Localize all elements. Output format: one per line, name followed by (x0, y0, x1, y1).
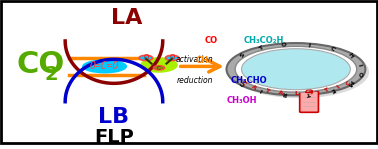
Text: O=C=O: O=C=O (90, 61, 119, 71)
Circle shape (242, 49, 350, 90)
Text: T: T (258, 46, 264, 52)
Text: CH₃CO₂H: CH₃CO₂H (244, 37, 284, 45)
Text: CH₃OH: CH₃OH (226, 96, 257, 105)
Text: O: O (169, 54, 175, 60)
Circle shape (139, 55, 153, 60)
Text: A: A (277, 90, 284, 96)
Text: T: T (263, 88, 269, 94)
Text: C: C (240, 80, 246, 86)
Circle shape (226, 43, 366, 95)
Text: T: T (307, 90, 312, 96)
Text: Y: Y (308, 90, 314, 96)
Text: L: L (294, 91, 298, 96)
Text: CH₃CHO: CH₃CHO (231, 76, 267, 85)
Circle shape (165, 55, 179, 60)
Text: activation: activation (176, 55, 214, 64)
Text: E: E (329, 86, 335, 93)
Text: T: T (323, 88, 329, 94)
Text: FLP: FLP (94, 128, 134, 147)
Text: I: I (259, 87, 263, 92)
Circle shape (153, 66, 164, 70)
Text: H: H (346, 52, 353, 59)
Text: 2: 2 (45, 65, 58, 84)
Text: R: R (282, 90, 287, 96)
Text: C: C (240, 80, 246, 86)
Text: O: O (143, 54, 149, 60)
Ellipse shape (82, 59, 127, 73)
Text: C: C (157, 66, 161, 71)
Text: I: I (336, 85, 341, 90)
Text: I: I (356, 63, 362, 66)
Text: C: C (345, 80, 352, 86)
Circle shape (230, 46, 369, 98)
Polygon shape (305, 90, 313, 93)
Text: O: O (356, 71, 362, 77)
Text: M: M (346, 79, 354, 87)
Text: CO: CO (205, 37, 218, 45)
Text: CH₄: CH₄ (196, 56, 212, 65)
Text: CO: CO (16, 51, 65, 79)
Text: LB: LB (98, 107, 130, 127)
Text: C: C (329, 46, 336, 52)
Text: A: A (250, 84, 257, 91)
Ellipse shape (140, 57, 178, 73)
Text: O: O (281, 42, 287, 48)
Text: LA: LA (112, 8, 143, 28)
Text: S: S (240, 52, 246, 59)
Text: I: I (308, 43, 311, 48)
FancyBboxPatch shape (300, 91, 318, 112)
Text: reduction: reduction (177, 76, 213, 85)
Circle shape (235, 46, 357, 92)
